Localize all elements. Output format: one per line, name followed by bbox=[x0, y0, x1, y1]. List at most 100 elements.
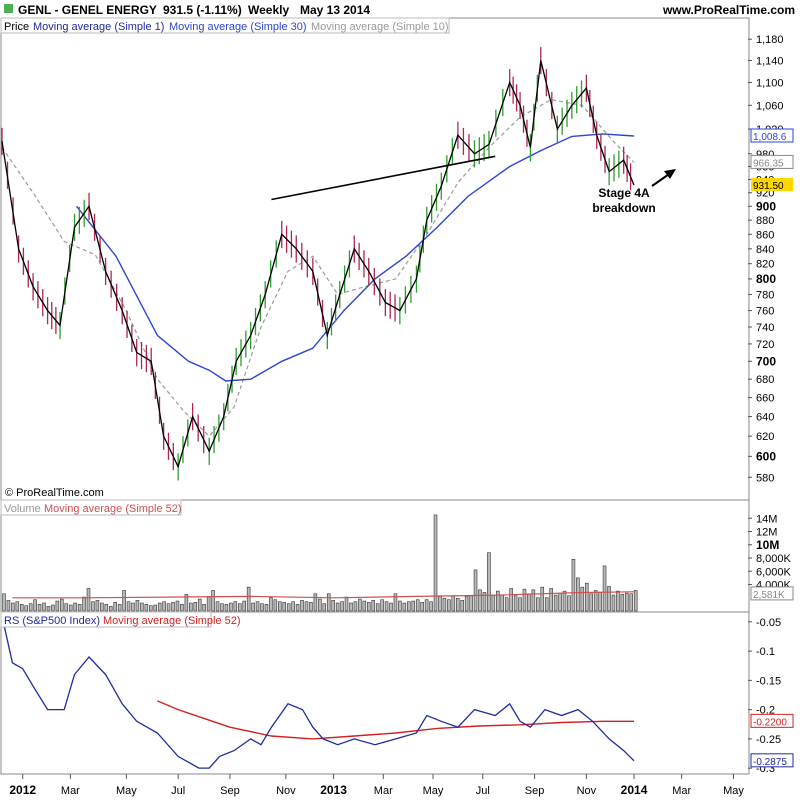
rs-value-label-box bbox=[750, 753, 794, 768]
volume-bar bbox=[469, 595, 473, 612]
volume-tick-label: 14M bbox=[756, 513, 777, 525]
trendline bbox=[271, 155, 496, 201]
x-tick-label: May bbox=[423, 785, 444, 797]
price-panel-frame bbox=[0, 17, 750, 501]
volume-bar bbox=[122, 590, 126, 612]
rs-tick-label: -0.25 bbox=[756, 734, 781, 746]
site-text: www.ProRealTime.com bbox=[662, 3, 795, 17]
volume-bar bbox=[224, 604, 229, 612]
volume-bar bbox=[42, 602, 46, 612]
volume-bar bbox=[349, 602, 353, 612]
volume-bar bbox=[326, 593, 331, 612]
rs-tick-label: -0.1 bbox=[756, 646, 775, 658]
logo-icon bbox=[4, 4, 13, 13]
volume-bar bbox=[540, 586, 545, 612]
volume-bar bbox=[384, 601, 389, 612]
volume-bar bbox=[629, 593, 634, 612]
volume-ma-line bbox=[12, 591, 635, 599]
volume-tick-label: 12M bbox=[756, 527, 777, 539]
rs-tick-label: -0.2 bbox=[756, 705, 775, 717]
volume-bar bbox=[295, 604, 300, 612]
header-bar: GENL - GENEL ENERGY 931.5 (-1.11%) Weekl… bbox=[0, 0, 800, 18]
volume-bar bbox=[286, 603, 291, 612]
volume-bar bbox=[242, 600, 246, 612]
legend-price: Price bbox=[4, 21, 29, 33]
volume-bar bbox=[429, 601, 433, 612]
legend-volume: Volume bbox=[4, 503, 41, 515]
volume-bar bbox=[633, 590, 638, 612]
x-axis: 2012 Mar May Jul Sep Nov 2013 Mar May Jul Sep Nov 20… bbox=[9, 774, 744, 797]
last-price-label: 931.50 bbox=[753, 181, 784, 192]
volume-bar bbox=[487, 552, 491, 612]
volume-bar bbox=[149, 605, 153, 612]
volume-tick-label: 10M bbox=[756, 538, 779, 552]
price-tick-label: 780 bbox=[756, 290, 774, 302]
price-tick-label: 880 bbox=[756, 215, 774, 227]
date-text: May 13 2014 bbox=[300, 3, 370, 17]
volume-bar bbox=[82, 596, 86, 612]
legend-ma30: Moving average (Simple 30) bbox=[169, 21, 307, 33]
volume-bar bbox=[193, 602, 198, 612]
volume-bar bbox=[73, 602, 77, 612]
volume-bar bbox=[273, 599, 278, 612]
volume-bar bbox=[100, 602, 104, 612]
price-tick-label: 680 bbox=[756, 374, 774, 386]
volume-bar bbox=[442, 598, 447, 612]
stage-annotation: Stage 4A breakdown bbox=[592, 169, 676, 215]
volume-bar bbox=[580, 586, 585, 612]
volume-bar bbox=[531, 589, 536, 612]
volume-bar bbox=[162, 601, 166, 612]
volume-bar bbox=[171, 602, 175, 612]
quote-text: 931.5 (-1.11%) bbox=[163, 3, 242, 17]
volume-bar bbox=[562, 590, 567, 612]
volume-bar bbox=[6, 600, 11, 612]
volume-bar bbox=[166, 603, 171, 612]
volume-bar bbox=[576, 577, 580, 612]
price-legend: Price Moving average (Simple 1) Moving a… bbox=[0, 17, 450, 34]
x-tick-label: 2012 bbox=[9, 783, 36, 797]
x-tick-label: Mar bbox=[374, 785, 393, 797]
volume-bar bbox=[28, 603, 33, 612]
price-line bbox=[1, 60, 635, 469]
volume-bar bbox=[589, 593, 593, 612]
x-tick-label: 2013 bbox=[320, 783, 347, 797]
volume-bar bbox=[95, 600, 100, 612]
volume-bar bbox=[375, 603, 380, 612]
volume-bar bbox=[366, 602, 371, 612]
volume-bar bbox=[549, 588, 553, 612]
price-tick-label: 640 bbox=[756, 412, 774, 424]
volume-bar bbox=[140, 602, 144, 612]
volume-bar bbox=[331, 600, 335, 612]
ma10-line bbox=[1, 98, 635, 437]
x-tick-label: 2014 bbox=[621, 783, 648, 797]
price-tick-label: 860 bbox=[756, 229, 774, 241]
x-tick-label: May bbox=[116, 785, 137, 797]
rs-ma-value-label: -0.2200 bbox=[753, 717, 787, 728]
volume-bar bbox=[593, 590, 598, 612]
annotation-line2: breakdown bbox=[592, 201, 655, 215]
volume-bar bbox=[282, 602, 287, 612]
volume-bar bbox=[340, 601, 344, 612]
price-tick-label: 700 bbox=[756, 354, 776, 368]
volume-bar bbox=[424, 599, 429, 612]
price-tick-label: 1,180 bbox=[756, 34, 784, 46]
volume-bar bbox=[473, 569, 478, 612]
volume-bar bbox=[24, 605, 28, 612]
last-price-box bbox=[751, 178, 793, 192]
volume-bar bbox=[527, 593, 531, 612]
price-tick-label: 600 bbox=[756, 449, 776, 463]
volume-bar bbox=[197, 598, 202, 612]
volume-bar bbox=[389, 602, 393, 612]
volume-bar bbox=[571, 559, 576, 612]
volume-bar bbox=[464, 596, 469, 612]
volume-bar bbox=[2, 593, 6, 612]
ma30-value-label: 1,008.6 bbox=[753, 132, 787, 143]
x-tick-label: Nov bbox=[276, 785, 296, 797]
volume-bar bbox=[135, 600, 140, 612]
volume-bar bbox=[584, 582, 589, 612]
volume-bar bbox=[131, 602, 135, 612]
price-tick-label: 800 bbox=[756, 272, 776, 286]
volume-last-label-box bbox=[750, 586, 794, 601]
